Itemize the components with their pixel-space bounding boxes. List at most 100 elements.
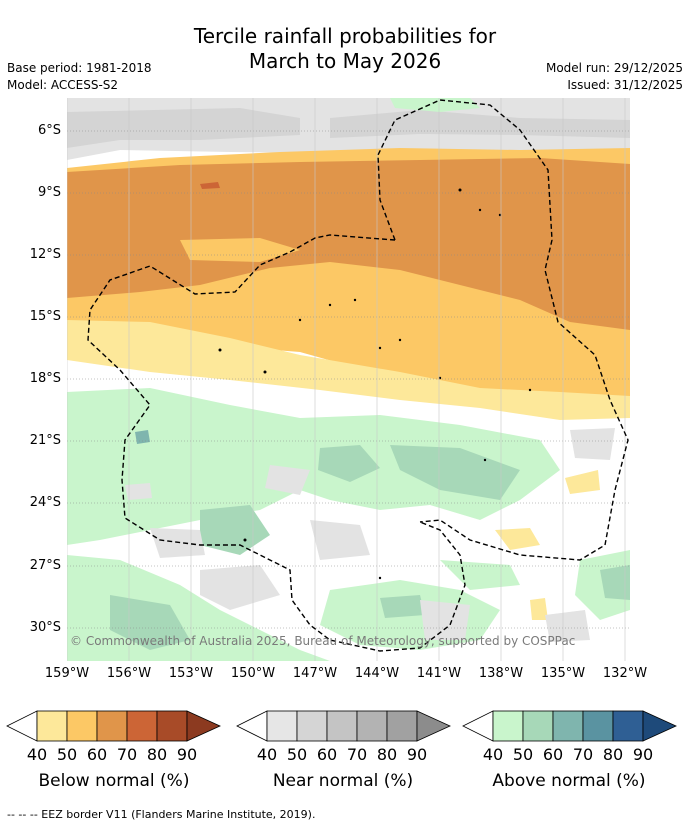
lon-label-147w: 147°W xyxy=(292,666,338,681)
colorbar-near-40-50 xyxy=(266,710,298,742)
lon-label-159w: 159°W xyxy=(44,666,90,681)
near-tick-80: 80 xyxy=(376,745,398,764)
model-info-left: Base period: 1981-2018 Model: ACCESS-S2 xyxy=(7,60,152,94)
below-tick-40: 40 xyxy=(26,745,48,764)
lat-label-12s: 12°S xyxy=(29,247,61,262)
eez-border-east xyxy=(377,99,629,561)
lon-label-138w: 138°W xyxy=(478,666,524,681)
colorbar-near-70-80 xyxy=(356,710,388,742)
title-line-2: March to May 2026 xyxy=(248,49,442,73)
title-line-1: Tercile rainfall probabilities for xyxy=(193,24,497,48)
above-normal-core-50-d xyxy=(110,595,190,650)
near-normal-patch-6 xyxy=(420,600,470,640)
above-normal-core-50-c xyxy=(200,505,270,555)
model-run-text: Model run: 29/12/2025 xyxy=(545,61,683,75)
model-info-right: Model run: 29/12/2025 Issued: 31/12/2025 xyxy=(546,60,683,94)
near-normal-patch-2 xyxy=(265,465,310,495)
legend-title-below: Below normal (%) xyxy=(38,771,190,791)
above-tick-80: 80 xyxy=(602,745,624,764)
near-normal-strong-north xyxy=(67,108,300,148)
near-normal-patch-3 xyxy=(200,565,280,610)
lat-label-27s: 27°S xyxy=(29,558,61,573)
colorbar-below-50-60 xyxy=(66,710,98,742)
colorbar-near-60-70 xyxy=(326,710,358,742)
above-tick-70: 70 xyxy=(572,745,594,764)
colorbar-above-70-80 xyxy=(582,710,614,742)
colorbar-above-60-70 xyxy=(552,710,584,742)
meridians xyxy=(67,98,626,661)
gridlines xyxy=(67,130,630,629)
below-normal-patch-south xyxy=(495,528,540,550)
colorbar-above-normal xyxy=(462,710,677,742)
colorbar-below-40-50 xyxy=(36,710,68,742)
model-name-text: Model: ACCESS-S2 xyxy=(7,78,119,92)
eez-border-west xyxy=(87,234,466,652)
below-normal-region-60 xyxy=(67,158,630,330)
lat-label-6s: 6°S xyxy=(37,123,61,138)
lat-label-21s: 21°S xyxy=(29,433,61,448)
below-tick-80: 80 xyxy=(146,745,168,764)
near-normal-patch-4 xyxy=(310,520,370,560)
above-tick-60: 60 xyxy=(542,745,564,764)
below-normal-spot-70 xyxy=(200,182,220,189)
below-normal-patch-sw xyxy=(530,598,548,620)
above-normal-core-50-f xyxy=(380,595,425,618)
above-normal-core-50-e xyxy=(600,565,630,600)
above-tick-40: 40 xyxy=(482,745,504,764)
above-tick-50: 50 xyxy=(512,745,534,764)
above-normal-region-main xyxy=(67,388,560,545)
colorbar-below-80-90 xyxy=(156,710,188,742)
near-tick-70: 70 xyxy=(346,745,368,764)
near-normal-patch-5 xyxy=(570,428,615,460)
above-normal-core-50-b xyxy=(390,445,520,500)
near-normal-patch-7 xyxy=(545,610,590,642)
lat-label-24s: 24°S xyxy=(29,495,61,510)
colorbar-near-80-90 xyxy=(386,710,418,742)
islands xyxy=(218,188,532,580)
below-tick-90: 90 xyxy=(176,745,198,764)
colorbar-near-low-end xyxy=(236,710,268,742)
below-normal-patch-east xyxy=(565,470,600,494)
colorbar-below-low-end xyxy=(6,710,38,742)
copyright-text: © Commonwealth of Australia 2025, Bureau… xyxy=(70,634,576,648)
probability-field xyxy=(67,98,630,661)
above-normal-spot-60 xyxy=(135,430,150,444)
legend-title-near: Near normal (%) xyxy=(272,771,414,791)
lon-label-150w: 150°W xyxy=(230,666,276,681)
colorbar-below-60-70 xyxy=(96,710,128,742)
colorbar-above-80-90 xyxy=(612,710,644,742)
near-normal-patch-8 xyxy=(125,483,152,500)
lon-label-135w: 135°W xyxy=(540,666,586,681)
below-tick-70: 70 xyxy=(116,745,138,764)
colorbar-below-normal xyxy=(6,710,221,742)
below-normal-core-60 xyxy=(180,238,300,262)
below-tick-50: 50 xyxy=(56,745,78,764)
colorbar-above-high-end xyxy=(642,710,677,742)
above-normal-core-50 xyxy=(318,445,380,482)
below-normal-region-40 xyxy=(67,320,630,420)
lon-label-132w: 132°W xyxy=(602,666,648,681)
above-normal-region-mid xyxy=(440,560,520,590)
base-period-text: Base period: 1981-2018 xyxy=(7,61,152,75)
colorbar-near-50-60 xyxy=(296,710,328,742)
lat-label-30s: 30°S xyxy=(29,620,61,635)
lat-label-18s: 18°S xyxy=(29,371,61,386)
legend-title-above: Above normal (%) xyxy=(492,771,646,791)
near-tick-60: 60 xyxy=(316,745,338,764)
near-tick-90: 90 xyxy=(406,745,428,764)
colorbar-below-high-end xyxy=(186,710,221,742)
lon-label-153w: 153°W xyxy=(168,666,214,681)
lat-label-15s: 15°S xyxy=(29,309,61,324)
issued-date-text: Issued: 31/12/2025 xyxy=(567,78,683,92)
colorbar-near-high-end xyxy=(416,710,451,742)
below-tick-60: 60 xyxy=(86,745,108,764)
lon-label-144w: 144°W xyxy=(354,666,400,681)
near-tick-50: 50 xyxy=(286,745,308,764)
eez-footnote: -- -- -- EEZ border V11 (Flanders Marine… xyxy=(7,808,316,821)
colorbar-above-50-60 xyxy=(522,710,554,742)
near-normal-strong-north-2 xyxy=(330,110,630,138)
lon-label-141w: 141°W xyxy=(416,666,462,681)
near-tick-40: 40 xyxy=(256,745,278,764)
colorbar-above-40-50 xyxy=(492,710,524,742)
